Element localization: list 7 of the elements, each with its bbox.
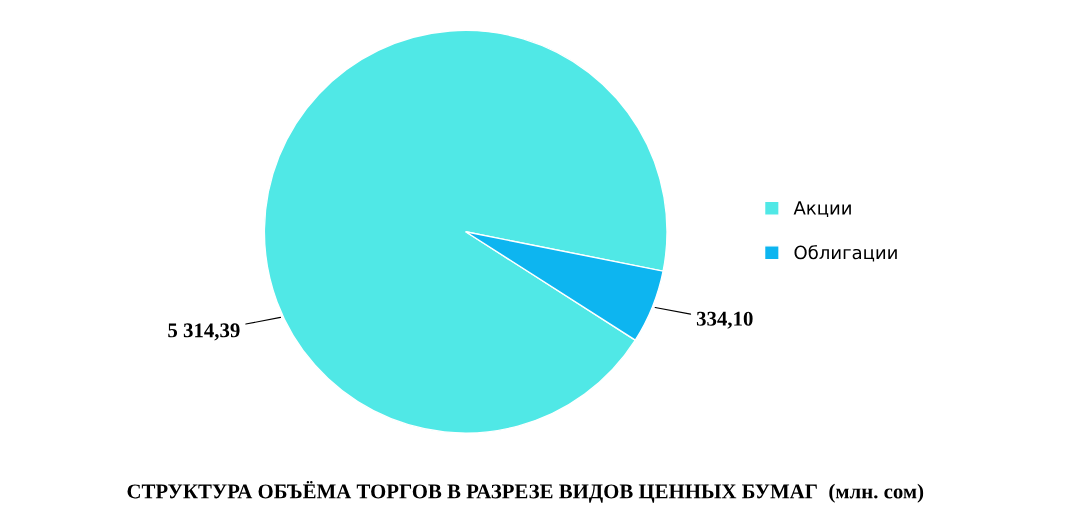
data-label: 5 314,39 [168, 323, 240, 341]
data-label: 334,10 [696, 311, 753, 329]
legend-label: Облигации [794, 244, 897, 262]
legend-label: Акции [793, 201, 851, 217]
pie-slice [263, 29, 668, 434]
pie-slice [464, 231, 664, 341]
text: СТРУКТУРА ОБЪЁМА ТОРГОВ В РАЗРЕЗЕ ВИДОВ ЦЕННЫХ БУМАГ (млн. сом) [127, 480, 924, 503]
